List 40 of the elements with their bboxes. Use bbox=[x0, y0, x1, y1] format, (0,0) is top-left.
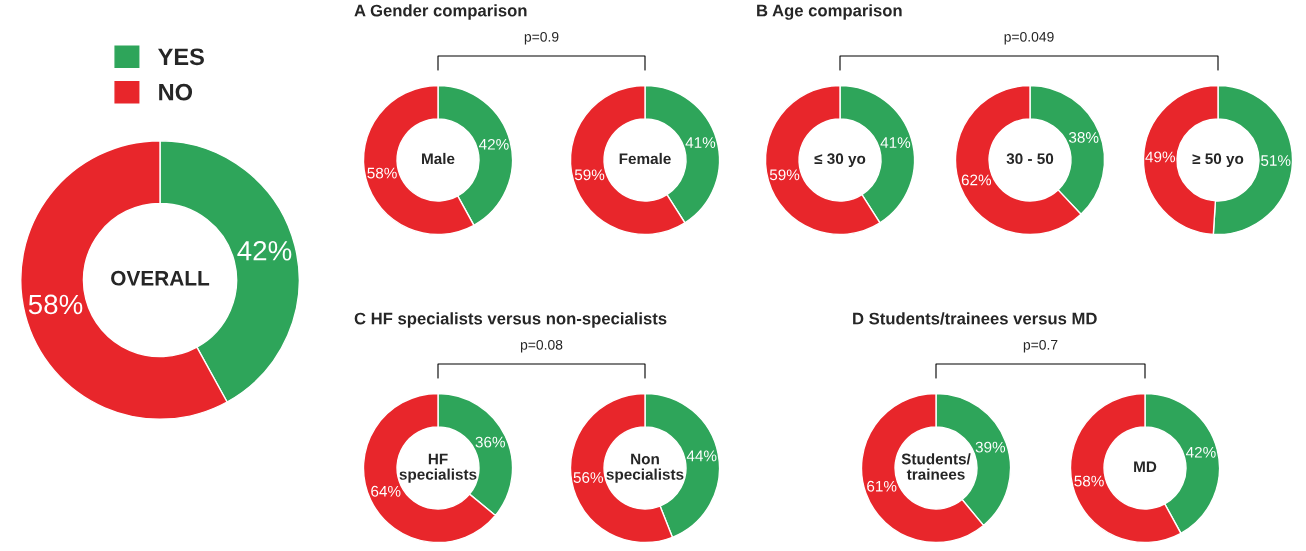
data-label: 42% bbox=[478, 138, 509, 150]
data-label: 39% bbox=[975, 441, 1006, 453]
data-label: 64% bbox=[371, 485, 401, 497]
data-label: 58% bbox=[28, 294, 83, 315]
text: OVERALL bbox=[111, 270, 210, 286]
text: Non specialists bbox=[606, 453, 684, 483]
data-label: 41% bbox=[880, 137, 911, 148]
legend-label: YES bbox=[158, 48, 204, 66]
data-label: 62% bbox=[961, 174, 992, 186]
text: MD bbox=[1134, 461, 1157, 472]
text: Male bbox=[422, 152, 455, 165]
text: p=0.049 bbox=[1004, 31, 1054, 45]
text: 30 - 50 bbox=[1006, 153, 1054, 165]
data-label: 49% bbox=[1145, 151, 1176, 163]
data-label: 36% bbox=[475, 436, 505, 448]
chart-title: C HF specialists versus non-specialists bbox=[354, 312, 667, 328]
legend-label: NO bbox=[159, 83, 193, 101]
text: p=0.7 bbox=[1023, 339, 1058, 353]
chart-title: D Students/trainees versus MD bbox=[853, 312, 1097, 325]
text: p=0.9 bbox=[524, 31, 559, 45]
chart-title: B Age comparison bbox=[757, 4, 902, 20]
data-label: 41% bbox=[685, 137, 716, 148]
data-label: 42% bbox=[1185, 446, 1216, 458]
text: p=0.08 bbox=[520, 339, 563, 353]
text: ≥ 50 yo bbox=[1192, 153, 1244, 168]
text: Students/ trainees bbox=[901, 453, 971, 480]
data-label: 51% bbox=[1261, 155, 1291, 166]
data-label: 42% bbox=[237, 240, 292, 261]
data-label: 61% bbox=[867, 480, 897, 492]
data-label: 59% bbox=[769, 169, 800, 181]
data-label: 38% bbox=[1068, 132, 1099, 143]
data-label: 58% bbox=[367, 167, 397, 179]
data-label: 56% bbox=[573, 472, 604, 483]
text: ≤ 30 yo bbox=[814, 153, 866, 168]
data-label: 58% bbox=[1074, 475, 1104, 487]
text: Female bbox=[619, 152, 671, 165]
chart-title: A Gender comparison bbox=[354, 4, 527, 20]
data-label: 44% bbox=[686, 450, 717, 462]
text: HF specialists bbox=[399, 453, 477, 483]
data-label: 59% bbox=[574, 169, 605, 181]
